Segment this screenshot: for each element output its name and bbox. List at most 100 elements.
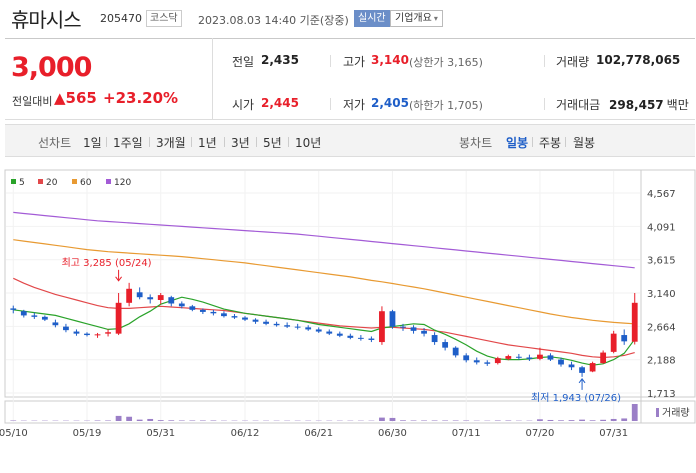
candle[interactable] — [221, 313, 227, 317]
candle[interactable] — [126, 288, 133, 303]
company-info-button[interactable]: 기업개요 ▾ — [390, 10, 443, 27]
legend-swatch — [38, 179, 43, 184]
volume-value: 102,778,065 — [596, 53, 681, 67]
volume-bar — [389, 417, 396, 421]
candle[interactable] — [537, 354, 543, 359]
candle[interactable] — [105, 332, 111, 334]
y-tick-label: 1,713 — [647, 389, 676, 400]
x-tick-label: 07/20 — [526, 428, 555, 439]
candle[interactable] — [10, 308, 17, 310]
stock-code: 205470 — [100, 12, 142, 25]
candle[interactable] — [600, 352, 607, 364]
tab-10y[interactable]: 10년 — [295, 136, 322, 150]
volume-legend-swatch — [656, 408, 659, 417]
tab-1d[interactable]: 1일 — [83, 136, 102, 150]
volume-bar — [136, 419, 143, 421]
x-tick-label: 05/19 — [73, 428, 102, 439]
candle[interactable] — [305, 327, 312, 330]
candle[interactable] — [147, 297, 154, 300]
triangle-up-icon: ▲ — [54, 89, 66, 107]
candle[interactable] — [526, 357, 533, 359]
tab-weekly[interactable]: 주봉 — [539, 136, 562, 150]
candle[interactable] — [484, 362, 491, 364]
volume-legend-label: 거래량 — [662, 407, 690, 419]
candle[interactable] — [210, 311, 217, 314]
volume-bar — [400, 420, 406, 421]
candle[interactable] — [73, 331, 80, 334]
candle[interactable] — [94, 334, 101, 336]
candle[interactable] — [568, 364, 575, 368]
candle[interactable] — [31, 315, 38, 317]
candle[interactable] — [589, 363, 596, 372]
candle[interactable] — [400, 326, 406, 328]
candle[interactable] — [115, 302, 122, 334]
amount-label: 거래대금 — [556, 98, 601, 112]
x-tick-label: 06/30 — [378, 428, 407, 439]
candle[interactable] — [84, 333, 90, 336]
change-label: 전일대비 — [12, 95, 53, 108]
y-tick-label: 4,091 — [647, 222, 676, 233]
legend-label: 120 — [114, 178, 131, 188]
volume-bar — [631, 404, 638, 421]
candle[interactable] — [136, 292, 143, 298]
candle[interactable] — [347, 335, 354, 338]
candle[interactable] — [41, 316, 48, 320]
candle[interactable] — [610, 333, 617, 352]
candle[interactable] — [242, 317, 248, 320]
candle[interactable] — [263, 321, 269, 324]
candle[interactable] — [442, 342, 449, 348]
candle[interactable] — [368, 338, 375, 340]
candle[interactable] — [168, 297, 175, 304]
candle[interactable] — [252, 319, 259, 322]
tab-3y[interactable]: 3년 — [231, 136, 250, 150]
candle[interactable] — [389, 311, 396, 327]
candle[interactable] — [579, 367, 585, 373]
candle[interactable] — [273, 323, 280, 326]
tab-1w[interactable]: 1주일 — [113, 136, 143, 150]
candle[interactable] — [20, 311, 27, 316]
candle[interactable] — [621, 335, 628, 342]
legend-swatch — [11, 179, 16, 184]
volume-bar — [115, 415, 122, 421]
candle[interactable] — [547, 355, 554, 360]
candle[interactable] — [410, 327, 417, 331]
tab-daily[interactable]: 일봉 — [506, 136, 529, 150]
candle[interactable] — [463, 355, 470, 361]
volume-bar — [379, 417, 385, 421]
candle[interactable] — [431, 335, 438, 343]
candle[interactable] — [157, 295, 164, 301]
tab-5y[interactable]: 5년 — [263, 136, 282, 150]
candle[interactable] — [515, 356, 522, 358]
prev-close-label: 전일 — [232, 55, 255, 69]
candle[interactable] — [178, 303, 185, 307]
candle[interactable] — [231, 316, 238, 318]
candle[interactable] — [452, 347, 459, 356]
candle[interactable] — [473, 360, 480, 363]
summary-divider — [212, 38, 213, 120]
tab-monthly[interactable]: 월봉 — [573, 136, 596, 150]
candle[interactable] — [357, 337, 364, 339]
candle[interactable] — [421, 330, 427, 334]
ma20-line — [13, 277, 635, 359]
candle[interactable] — [315, 329, 322, 332]
candle[interactable] — [294, 326, 301, 328]
candle[interactable] — [326, 331, 333, 334]
candle[interactable] — [558, 359, 564, 365]
realtime-badge[interactable]: 실시간 — [354, 10, 390, 27]
candle[interactable] — [505, 356, 512, 359]
candle[interactable] — [494, 358, 501, 364]
volume-bar — [463, 420, 470, 421]
candle[interactable] — [199, 309, 206, 312]
candle[interactable] — [631, 302, 638, 342]
tab-3m[interactable]: 3개월 — [156, 136, 186, 150]
candle[interactable] — [63, 326, 69, 331]
stock-name: 휴마시스 — [11, 8, 82, 32]
y-tick-label: 2,664 — [647, 322, 676, 333]
tab-1y[interactable]: 1년 — [198, 136, 217, 150]
candle[interactable] — [379, 311, 385, 343]
candle[interactable] — [336, 333, 343, 336]
candle[interactable] — [284, 325, 291, 327]
candle[interactable] — [52, 322, 59, 326]
candle[interactable] — [189, 306, 196, 310]
